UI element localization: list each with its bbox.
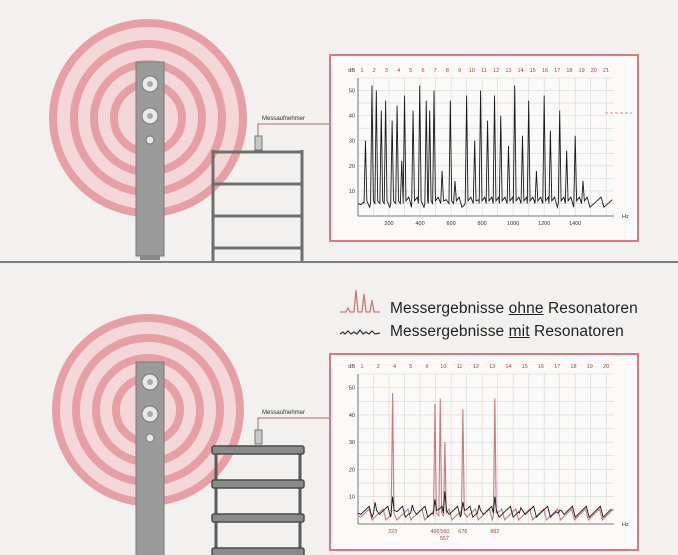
hifi-rack-with-resonators	[211, 445, 305, 555]
peak-label: 4	[397, 68, 400, 74]
peak-label: 9	[458, 68, 461, 74]
peak-label: 7	[434, 68, 437, 74]
legend: Messergebnisse ohne Resonatoren Messerge…	[338, 286, 668, 346]
series-line	[357, 491, 612, 519]
peak-label: 12	[473, 364, 479, 370]
peak-label: 10	[440, 364, 446, 370]
x-tick-label: 400	[415, 221, 424, 227]
peak-label: 1	[360, 364, 363, 370]
y-tick-label: 30	[349, 139, 355, 145]
y-tick-label: 40	[349, 114, 355, 120]
x-axis-label: Hz	[622, 214, 629, 220]
bottom-illustration: 10 20 30 40 50 dB 223 496 560 676 882 557 Hz 1 2 4 5 6 10 1…	[0, 270, 678, 555]
x-tick-label: 496	[430, 529, 439, 535]
microphone-bottom	[254, 417, 330, 445]
x-axis-label: Hz	[622, 522, 629, 528]
loudspeaker	[135, 61, 165, 260]
peak-label: 4	[393, 364, 396, 370]
peak-label: 20	[603, 364, 609, 370]
peak-label: 1	[360, 68, 363, 74]
y-tick-label: 20	[349, 467, 355, 473]
peak-label: 6	[426, 364, 429, 370]
legend-mit-prefix: Messergebnisse	[390, 323, 509, 340]
peak-label: 3	[385, 68, 388, 74]
legend-mit-keyword: mit	[508, 323, 530, 340]
legend-ohne-prefix: Messergebnisse	[390, 300, 509, 317]
peak-label: 20	[591, 68, 597, 74]
x-tick-label: 1200	[538, 221, 550, 227]
x-tick-label: 800	[478, 221, 487, 227]
mic-label-bottom: Messaufnehmer	[262, 410, 306, 416]
peak-label: 13	[489, 364, 495, 370]
peak-label: 17	[554, 364, 560, 370]
peak-label: 16	[542, 68, 548, 74]
y-tick-label: 20	[349, 164, 355, 170]
legend-ohne: Messergebnisse ohne Resonatoren	[390, 300, 638, 318]
chart-frame-bottom	[329, 353, 639, 551]
y-tick-label: 40	[349, 413, 355, 419]
loudspeaker-bottom	[135, 361, 165, 555]
legend-ohne-suffix: Resonatoren	[543, 300, 638, 317]
peak-label: 14	[518, 68, 524, 74]
peak-label: 19	[579, 68, 585, 74]
series-line	[357, 85, 613, 209]
series-line	[357, 393, 614, 522]
peak-label: 5	[409, 68, 412, 74]
y-tick-label: 50	[349, 386, 355, 392]
x-tick-label: 560	[440, 529, 449, 535]
peak-label: 5	[409, 364, 412, 370]
peak-label: 6	[421, 68, 424, 74]
x-tick-label: 600	[446, 221, 455, 227]
peak-label: 13	[505, 68, 511, 74]
y-tick-label: 50	[349, 89, 355, 95]
x-tick-label: 1400	[569, 221, 581, 227]
peak-label: 11	[481, 68, 487, 74]
peak-label: 15	[530, 68, 536, 74]
peak-label: 21	[603, 68, 609, 74]
peak-label: 14	[505, 364, 511, 370]
peak-label: 12	[493, 68, 499, 74]
peak-label: 18	[570, 364, 576, 370]
x-tick-label-extra: 557	[440, 536, 449, 542]
legend-mit-suffix: Resonatoren	[529, 323, 624, 340]
hifi-rack	[211, 150, 304, 262]
peak-label: 19	[587, 364, 593, 370]
peak-label: 2	[377, 364, 380, 370]
peak-label: 18	[566, 68, 572, 74]
peak-label: 2	[373, 68, 376, 74]
peak-label: 17	[554, 68, 560, 74]
top-illustration: 10 20 30 40 50 dB 200 400 600 800 1000 1200 1400 Hz 1 2…	[0, 0, 678, 265]
y-tick-label: 10	[349, 495, 355, 501]
peak-label: 15	[522, 364, 528, 370]
x-tick-label: 223	[388, 529, 397, 535]
legend-icon-mit	[339, 329, 381, 335]
legend-icon-ohne	[340, 289, 380, 313]
chart-frame	[329, 54, 639, 242]
peak-label: 10	[469, 68, 475, 74]
x-tick-label: 200	[384, 221, 393, 227]
y-axis-label: dB	[348, 68, 355, 74]
peak-label: 11	[457, 364, 463, 370]
legend-ohne-keyword: ohne	[508, 300, 544, 317]
peak-label: 16	[538, 364, 544, 370]
x-tick-label: 882	[490, 529, 499, 535]
legend-mit: Messergebnisse mit Resonatoren	[390, 323, 624, 341]
peak-label: 8	[446, 68, 449, 74]
x-tick-label: 1000	[507, 221, 519, 227]
legend-icons	[339, 289, 381, 335]
mic-label: Messaufnehmer	[262, 116, 306, 122]
y-tick-label: 30	[349, 440, 355, 446]
y-axis-label: dB	[348, 364, 355, 370]
x-tick-label: 676	[458, 529, 467, 535]
microphone	[254, 123, 330, 151]
y-tick-label: 10	[349, 189, 355, 195]
